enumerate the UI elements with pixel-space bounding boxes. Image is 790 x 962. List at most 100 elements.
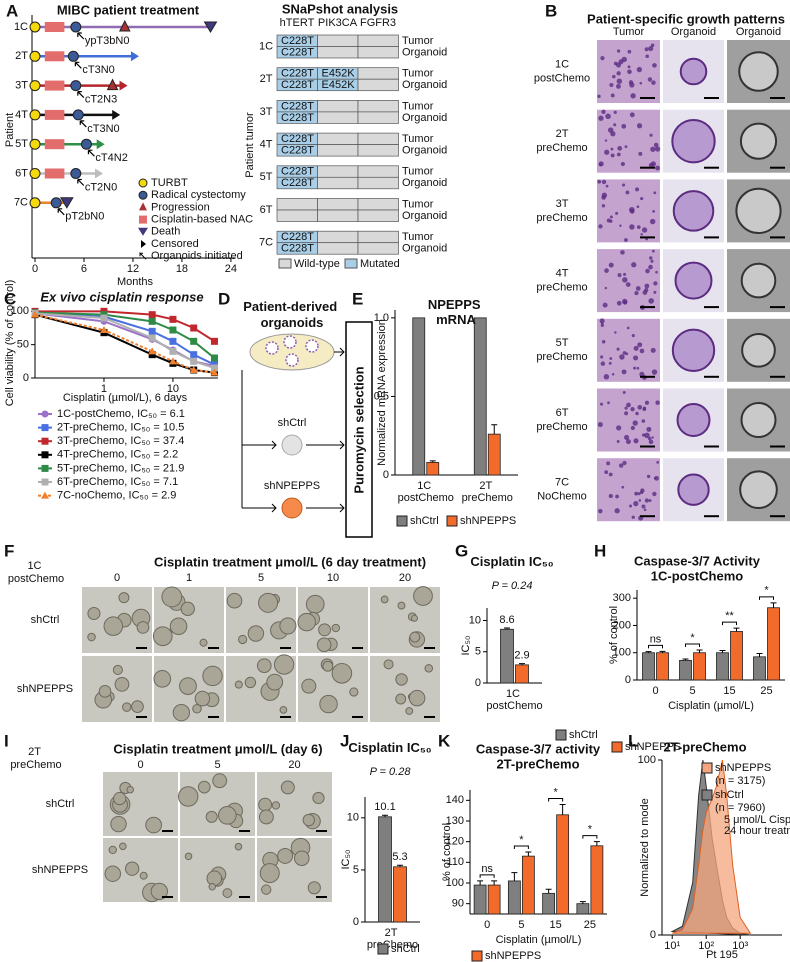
organoid — [180, 601, 195, 616]
x-tick-label: 15 — [550, 919, 562, 931]
significance-label: ns — [650, 633, 662, 645]
data-point — [190, 357, 198, 365]
y-tick-label: 130 — [446, 815, 464, 827]
nac-bar — [44, 109, 65, 120]
organoid — [192, 703, 202, 714]
mutation-label: C228T — [281, 133, 314, 145]
nucleus — [642, 406, 647, 410]
legend-symbol — [138, 190, 148, 200]
wild-type-cell — [317, 176, 359, 190]
organoid — [316, 637, 332, 653]
organoid — [397, 601, 406, 610]
legend-label: shCtrl — [569, 729, 598, 741]
wild-type-cell — [357, 46, 399, 59]
cystectomy-mark — [50, 197, 62, 209]
nucleus — [650, 43, 655, 48]
nucleus — [635, 411, 639, 416]
nucleus — [638, 499, 642, 502]
panel-title: Patient-specific growth patterns — [587, 11, 785, 26]
nucleus — [653, 191, 657, 195]
nucleus — [598, 224, 603, 229]
nucleus — [601, 179, 607, 185]
x-tick-label: 6 — [81, 263, 87, 275]
organoid — [671, 119, 716, 164]
nucleus — [626, 326, 630, 330]
nucleus — [610, 93, 615, 98]
censored-mark — [95, 168, 104, 179]
patient-label: 6T — [260, 204, 273, 216]
mutation-label: C228T — [281, 35, 314, 47]
bar — [556, 814, 570, 915]
x-tick-label: 0 — [484, 919, 490, 931]
panel-label: E — [352, 289, 363, 308]
organoid — [197, 780, 211, 794]
organoid — [405, 707, 414, 715]
error-bar — [682, 658, 689, 661]
nucleus — [648, 162, 654, 168]
organoid — [261, 884, 272, 895]
legend-label: shCtrl — [391, 943, 420, 955]
nucleus — [636, 205, 640, 209]
data-point — [148, 311, 156, 319]
organoid — [676, 403, 711, 437]
dose-label: 20 — [288, 759, 300, 771]
organoid — [301, 678, 317, 694]
organoid — [322, 660, 334, 672]
column-header: Organoid — [671, 26, 716, 38]
nucleus — [644, 47, 649, 52]
nucleus — [604, 139, 608, 142]
legend-label: 2T-preChemo, IC₅₀ = 10.5 — [57, 422, 184, 434]
nucleus — [609, 82, 614, 88]
turbt-mark — [29, 21, 41, 33]
mutation-label: C228T — [281, 68, 314, 80]
dose-label: 5 — [258, 572, 264, 584]
error-bar — [559, 803, 566, 815]
y-tick-label: 100 — [446, 877, 464, 889]
organoid — [169, 617, 188, 636]
nucleus — [636, 66, 643, 73]
organoid — [305, 594, 325, 614]
nac-bar — [44, 80, 65, 91]
organoid — [408, 689, 426, 707]
stage-label: pT2bN0 — [65, 211, 104, 223]
error-bar — [429, 460, 436, 463]
diagram-title: Patient-derived organoids — [243, 299, 341, 330]
organoid — [179, 677, 197, 695]
nucleus — [609, 215, 613, 219]
stage-label: ypT3bN0 — [85, 35, 130, 47]
organoid — [318, 623, 332, 637]
nucleus — [625, 282, 631, 287]
patient-label: 5T — [15, 138, 28, 150]
nucleus — [619, 224, 622, 227]
nucleus — [641, 227, 648, 233]
wild-type-cell — [317, 230, 359, 244]
nucleus — [638, 151, 643, 156]
nucleus — [613, 123, 617, 127]
bar — [507, 880, 521, 915]
patient-label: 3T — [260, 106, 273, 118]
patient-label: 4T — [260, 139, 273, 151]
organoid — [205, 810, 218, 823]
sample-label: Tumor — [402, 133, 434, 145]
nucleus — [615, 494, 619, 499]
distribution — [672, 759, 752, 934]
nucleus — [624, 238, 628, 242]
organoid-arrow — [79, 120, 87, 128]
legend-symbol — [41, 478, 49, 486]
error-bar — [491, 424, 498, 435]
x-tick-label: 1C postChemo — [398, 480, 454, 504]
organoid — [279, 705, 288, 714]
organoid — [738, 51, 779, 92]
organoid — [413, 586, 433, 606]
nucleus — [604, 149, 610, 155]
row-label: preChemo — [536, 282, 587, 294]
x-tick-label: 5 — [689, 685, 695, 697]
organoid — [302, 813, 315, 827]
nucleus — [656, 461, 660, 464]
censored-mark — [119, 80, 128, 91]
censored-mark — [112, 109, 121, 120]
nucleus — [644, 498, 650, 503]
nucleus — [649, 256, 653, 260]
legend-label: shNPEPPS — [715, 762, 771, 774]
death-mark — [203, 21, 218, 33]
